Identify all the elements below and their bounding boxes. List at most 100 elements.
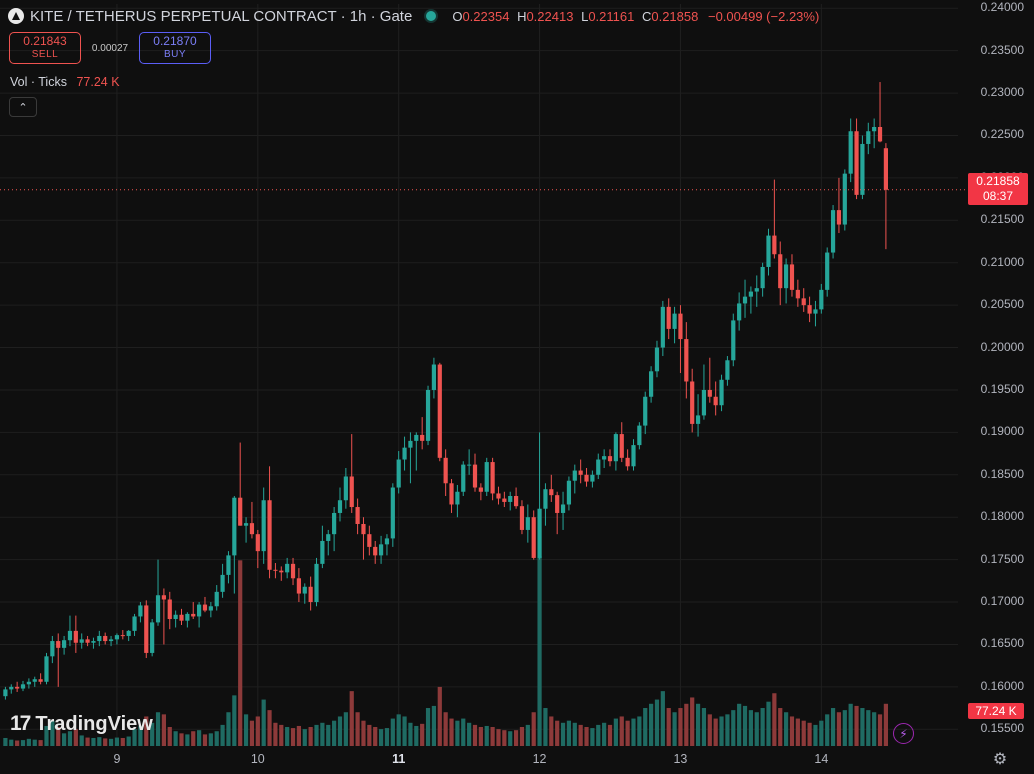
candle: [44, 652, 49, 685]
candle: [349, 434, 354, 513]
volume-bar: [713, 718, 718, 746]
candle: [654, 340, 660, 378]
volume-bar: [795, 718, 800, 746]
volume-bar: [126, 736, 131, 746]
candle-body: [191, 613, 196, 617]
candle: [302, 583, 307, 604]
candle-body: [232, 497, 237, 556]
candle: [220, 563, 225, 598]
bar-countdown: 08:37: [982, 189, 1014, 203]
price-tick-label: 0.16500: [980, 636, 1024, 651]
volume-bar: [73, 729, 78, 746]
candle-body: [596, 459, 601, 475]
sell-price: 0.21843: [23, 34, 67, 48]
volume-bar: [619, 716, 624, 746]
candle: [326, 529, 331, 556]
volume-bar: [467, 722, 472, 746]
volume-bar: [197, 730, 202, 746]
candle: [490, 457, 495, 501]
candle-body: [378, 544, 384, 556]
volume-bar: [472, 724, 478, 746]
buy-button[interactable]: 0.21870 BUY: [139, 32, 211, 64]
candle: [67, 615, 73, 647]
tradingview-logo[interactable]: 17 TradingView: [10, 712, 153, 736]
candle-body: [860, 143, 865, 195]
candle: [431, 357, 437, 399]
candle: [285, 557, 290, 579]
candle-body: [784, 264, 789, 289]
price-tick-label: 0.21500: [980, 212, 1024, 227]
volume-bar: [273, 722, 278, 746]
volume-bar: [825, 714, 830, 746]
candle-body: [555, 495, 560, 513]
volume-bar: [378, 729, 384, 746]
volume-bar: [185, 734, 190, 746]
candle: [830, 205, 836, 259]
volume-bar: [9, 739, 14, 746]
volume-bar: [860, 708, 865, 746]
candle-body: [390, 487, 395, 539]
candle-body: [613, 434, 618, 462]
candle-body: [249, 523, 255, 535]
volume-bar: [654, 699, 660, 746]
candle: [842, 169, 847, 231]
candle: [666, 298, 671, 340]
gear-icon[interactable]: ⚙: [992, 751, 1008, 768]
volume-bar: [173, 731, 178, 746]
buy-label: BUY: [163, 49, 187, 60]
candle: [185, 612, 190, 628]
volume-bar: [91, 737, 96, 746]
candle: [3, 686, 8, 700]
volume-bar: [478, 727, 483, 746]
candle: [637, 422, 642, 450]
candle: [836, 177, 842, 234]
volume-legend-value: 77.24 K: [76, 75, 120, 89]
candle: [132, 613, 137, 636]
sell-button[interactable]: 0.21843 SELL: [9, 32, 81, 64]
candle: [631, 439, 636, 471]
volume-bar: [44, 725, 49, 746]
candle-body: [866, 131, 871, 144]
volume-bar: [449, 718, 454, 746]
candle-body: [789, 264, 795, 290]
volume-bar: [431, 705, 437, 746]
candle: [549, 474, 554, 502]
candle-body: [654, 347, 660, 372]
candle-body: [478, 487, 483, 492]
candle: [255, 529, 260, 569]
candle: [150, 619, 155, 657]
candle: [461, 461, 466, 496]
volume-legend[interactable]: Vol · Ticks 77.24 K: [10, 75, 120, 89]
candle: [261, 487, 266, 564]
volume-bar: [408, 722, 413, 746]
candle: [114, 633, 120, 645]
candle: [373, 540, 378, 564]
candle: [690, 368, 695, 433]
candle: [508, 491, 513, 511]
candle-body: [836, 210, 842, 225]
candle-body: [302, 586, 307, 594]
candle: [38, 673, 43, 685]
candle-body: [602, 456, 607, 460]
volume-bar: [296, 725, 301, 746]
candle: [396, 451, 401, 494]
lightning-icon[interactable]: ⚡: [893, 723, 914, 744]
candle: [584, 468, 589, 487]
candle-body: [108, 639, 114, 642]
chevron-up-icon[interactable]: ⌃: [9, 97, 37, 117]
candle-body: [144, 605, 149, 653]
volume-bar: [678, 708, 683, 746]
symbol-header: KITE / TETHERUS PERPETUAL CONTRACT · 1h …: [8, 4, 819, 28]
candle-body: [872, 127, 877, 132]
volume-bar: [132, 729, 137, 746]
candle-body: [496, 493, 501, 499]
symbol-title[interactable]: KITE / TETHERUS PERPETUAL CONTRACT · 1h …: [30, 7, 413, 25]
candle-body: [32, 679, 37, 682]
volume-bar: [261, 699, 266, 746]
candle-body: [414, 434, 419, 441]
close-value: 0.21858: [651, 8, 699, 24]
volume-bar: [519, 727, 525, 746]
candle: [872, 118, 877, 149]
candle-body: [883, 148, 888, 190]
